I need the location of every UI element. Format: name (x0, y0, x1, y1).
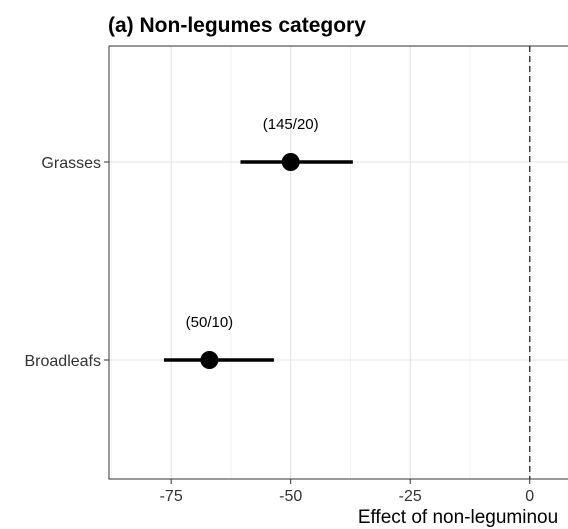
x-axis-label: Effect of non-leguminou (358, 507, 558, 528)
y-tick-label: Broadleafs (25, 353, 102, 370)
chart-title: (a) Non-legumes category (108, 14, 366, 37)
point-estimate (281, 153, 300, 171)
point-estimate (200, 351, 219, 369)
grid (109, 46, 568, 479)
sample-size-label: (145/20) (263, 116, 319, 133)
effect-estimates: (145/20) (50/10) (163, 116, 353, 369)
axis-ticks: -75 -50 -25 0 Grasses Broadleafs (25, 155, 535, 505)
x-tick-label: -25 (399, 488, 422, 505)
plot-panel (108, 45, 568, 480)
sample-size-label: (50/10) (186, 314, 234, 331)
y-tick-label: Grasses (41, 155, 101, 172)
x-tick-label: -50 (279, 488, 302, 505)
x-tick-label: 0 (525, 488, 534, 505)
x-tick-label: -75 (160, 488, 183, 505)
